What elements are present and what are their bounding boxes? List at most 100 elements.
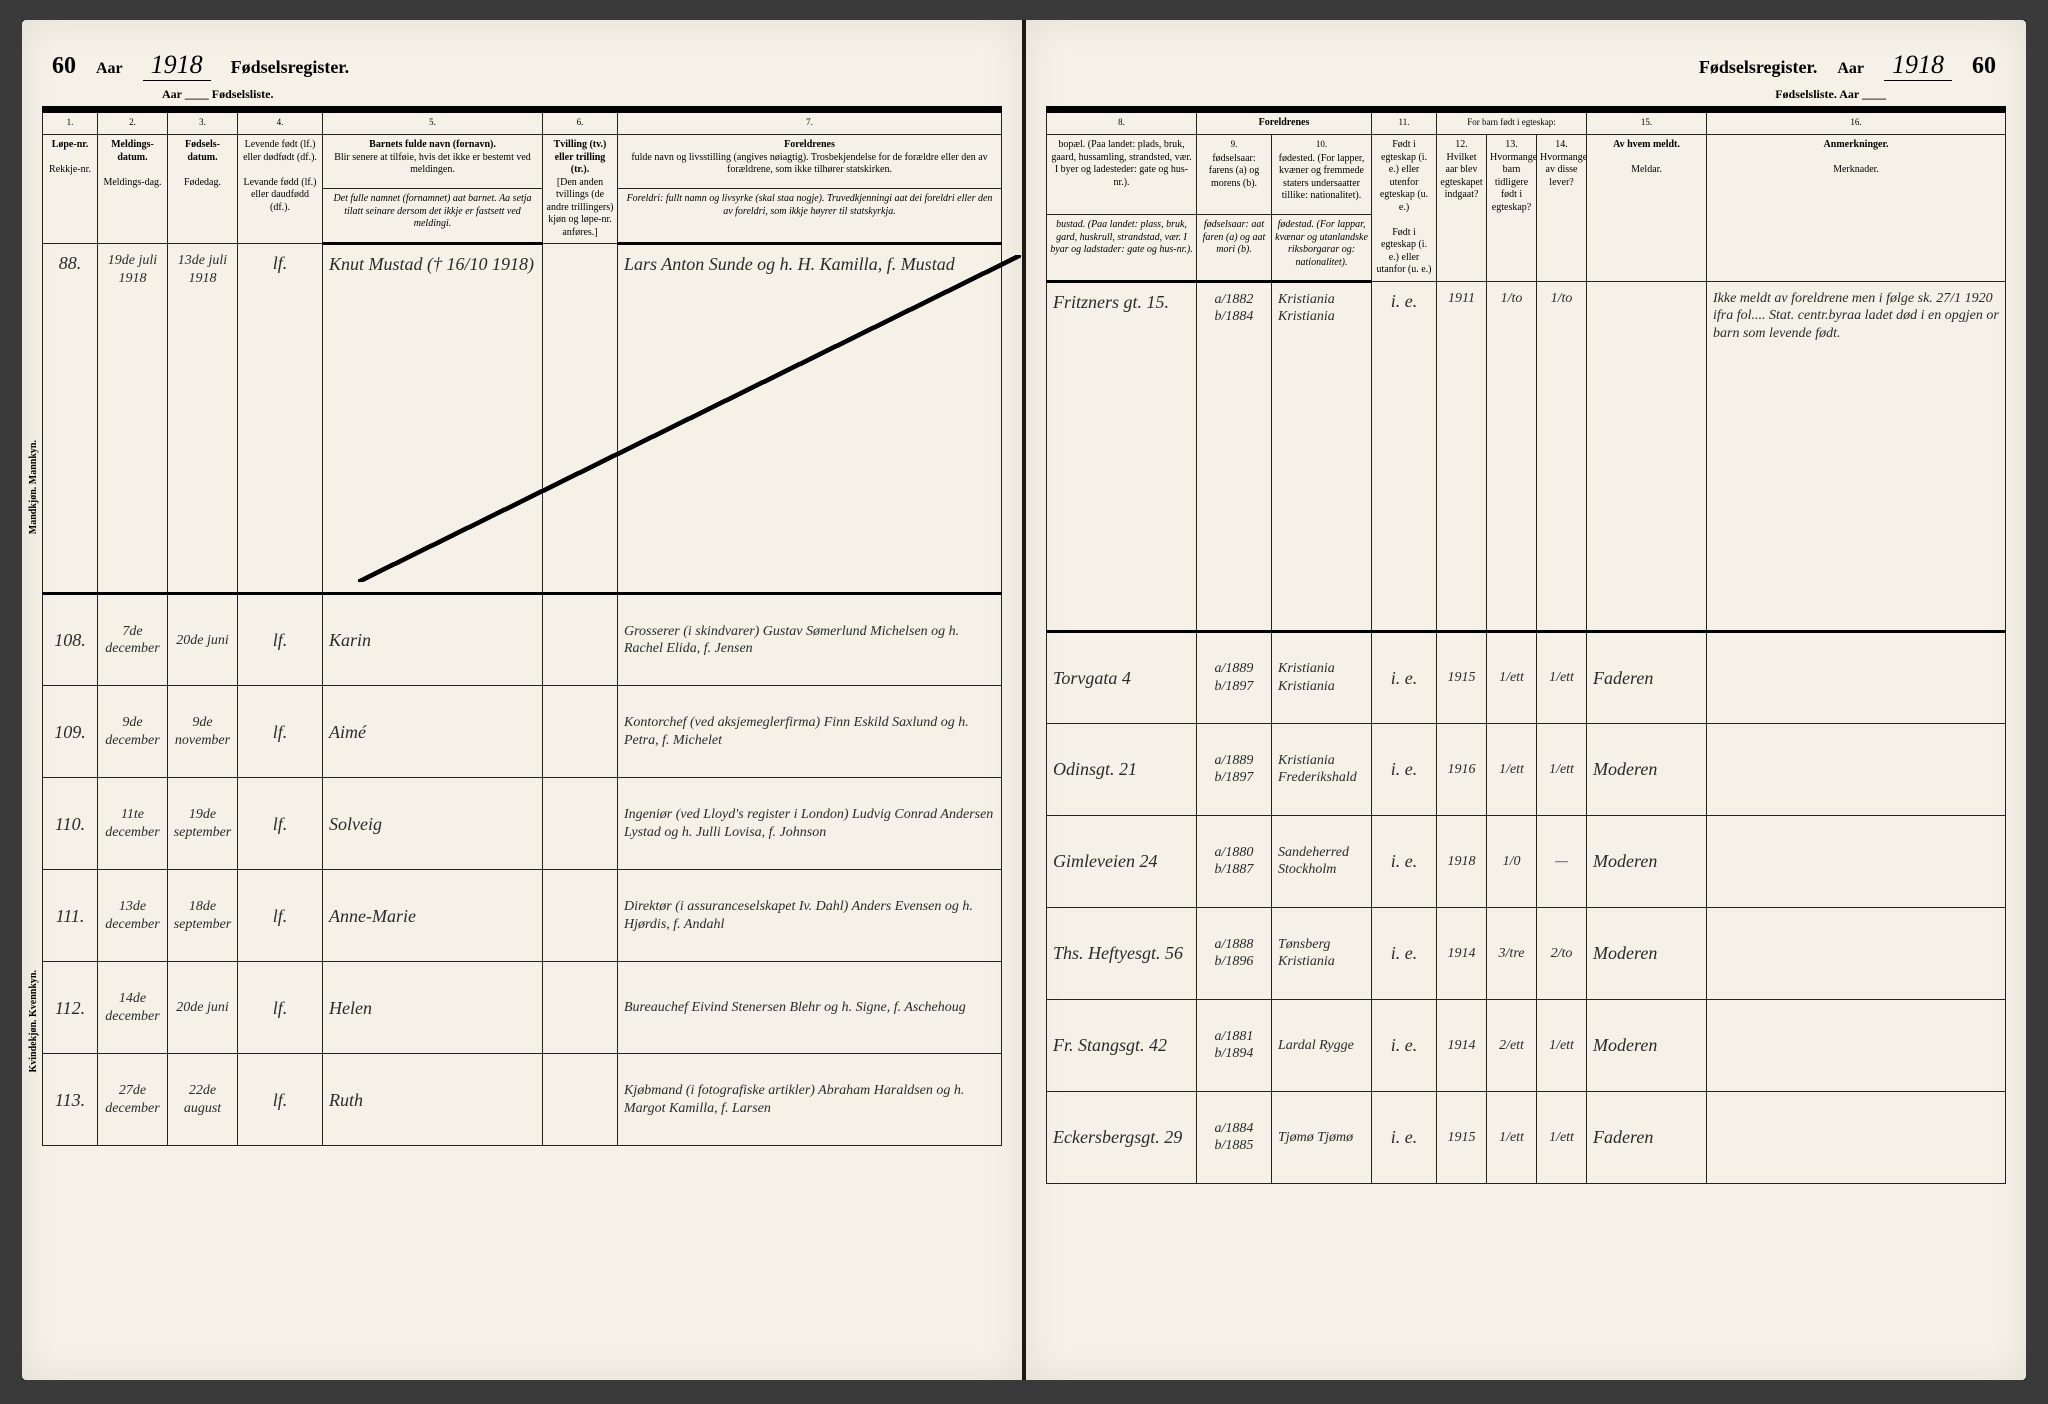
c15-num: 15. — [1590, 117, 1703, 128]
sted: Tønsberg Kristiania — [1272, 907, 1372, 999]
row-111: 111. 13de december 18de september lf. An… — [43, 870, 1002, 962]
lf: lf. — [238, 686, 323, 778]
row-112: 112. 14de december 20de juni lf. Helen B… — [43, 962, 1002, 1054]
c10-main: fødested. (For lapper, kvæner og fremmed… — [1279, 153, 1365, 202]
navn: Solveig — [323, 778, 543, 870]
navn: Aimé — [323, 686, 543, 778]
meldt: Faderen — [1587, 1091, 1707, 1183]
c11-sub: Født i egteskap (i. e.) eller utanfor (u… — [1377, 227, 1432, 276]
ie: i. e. — [1372, 815, 1437, 907]
anm — [1707, 723, 2006, 815]
nr: 110. — [43, 778, 98, 870]
male-label: Mandkjøn. Mannkyn. — [28, 440, 39, 534]
c6-main: Tvilling (tv.) eller trilling (tr.). — [554, 139, 607, 175]
lf: lf. — [238, 870, 323, 962]
c14v: 1/ett — [1537, 999, 1587, 1091]
c5-main: Barnets fulde navn (fornavn). — [369, 139, 496, 150]
sted: Kristiania Kristiania — [1272, 281, 1372, 631]
c7-sub: Foreldri: fullt namn og livsyrke (skal s… — [627, 193, 993, 217]
c14v: 1/ett — [1537, 723, 1587, 815]
c13v: 3/tre — [1487, 907, 1537, 999]
row-108-r: Torvgata 4 a/1889 b/1897 Kristiania Kris… — [1047, 631, 2006, 723]
bopel: Eckersbergsgt. 29 — [1047, 1091, 1197, 1183]
bopel: Odinsgt. 21 — [1047, 723, 1197, 815]
c2-num: 2. — [101, 117, 164, 128]
row-111-r: Ths. Heftyesgt. 56 a/1888 b/1896 Tønsber… — [1047, 907, 2006, 999]
right-header: Fødselsregister. Aar 1918 60 — [1046, 50, 2006, 81]
ie: i. e. — [1372, 281, 1437, 631]
bopel: Torvgata 4 — [1047, 631, 1197, 723]
anm — [1707, 815, 2006, 907]
foreldre: Kontorchef (ved aksjemeglerfirma) Finn E… — [618, 686, 1002, 778]
nr: 112. — [43, 962, 98, 1054]
ie: i. e. — [1372, 723, 1437, 815]
anm — [1707, 907, 2006, 999]
nr: 88. — [43, 244, 98, 594]
aar: a/1884 b/1885 — [1197, 1091, 1272, 1183]
page-number-left: 60 — [52, 53, 76, 80]
foreldre: Lars Anton Sunde og h. H. Kamilla, f. Mu… — [618, 244, 1002, 594]
anm — [1707, 1091, 2006, 1183]
tv — [543, 686, 618, 778]
fod: 22de august — [168, 1054, 238, 1146]
left-tbody: 88. 19de juli 1918 13de juli 1918 lf. Kn… — [43, 244, 1002, 1146]
c15-main: Av hvem meldt. — [1613, 139, 1680, 150]
aar: a/1889 b/1897 — [1197, 723, 1272, 815]
lf: lf. — [238, 778, 323, 870]
c5-l2: Blir senere at tilføie, hvis det ikke er… — [334, 152, 531, 176]
ie: i. e. — [1372, 631, 1437, 723]
c9-sub: fødselsaar: aat faren (a) og aat mori (b… — [1203, 219, 1266, 255]
left-page: Mandkjøn. Mannkyn. Kvindekjøn. Kvennkyn.… — [22, 20, 1022, 1380]
c14v: 2/to — [1537, 907, 1587, 999]
meldt: Faderen — [1587, 631, 1707, 723]
meld: 19de juli 1918 — [98, 244, 168, 594]
c13v: 1/ett — [1487, 1091, 1537, 1183]
c8-sub: bustad. (Paa landet: plass, bruk, gard, … — [1050, 219, 1193, 255]
foreldre: Ingeniør (ved Lloyd's register i London)… — [618, 778, 1002, 870]
egt: 1918 — [1437, 815, 1487, 907]
egt: 1911 — [1437, 281, 1487, 631]
c7-num: 7. — [621, 117, 998, 128]
c16-main: Anmerkninger. — [1824, 139, 1889, 150]
c14v: 1/ett — [1537, 631, 1587, 723]
c13: 13. Hvormange barn tidligere født i egte… — [1490, 139, 1537, 213]
aar-label: Aar — [96, 60, 123, 78]
c13v: 2/ett — [1487, 999, 1537, 1091]
egt: 1914 — [1437, 907, 1487, 999]
foreldre: Direktør (i assuranceselskapet Iv. Dahl)… — [618, 870, 1002, 962]
c15-sub: Meldar. — [1631, 164, 1662, 175]
row-109: 109. 9de december 9de november lf. Aimé … — [43, 686, 1002, 778]
tv — [543, 594, 618, 686]
foreldrenes-group: Foreldrenes — [1259, 117, 1310, 128]
aar: a/1882 b/1884 — [1197, 281, 1272, 631]
aar-label-r: Aar — [1837, 60, 1864, 78]
register-table-left: 1. 2. 3. 4. 5. 6. 7. Løpe-nr.Rekkje-nr. … — [42, 110, 1002, 1146]
nr: 109. — [43, 686, 98, 778]
nr: 108. — [43, 594, 98, 686]
tv — [543, 1054, 618, 1146]
c14v: 1/ett — [1537, 1091, 1587, 1183]
c6-num: 6. — [546, 117, 614, 128]
c14: 14. Hvormange av disse lever? — [1540, 139, 1587, 188]
fod: 13de juli 1918 — [168, 244, 238, 594]
sted: Sandeherred Stockholm — [1272, 815, 1372, 907]
c5-num: 5. — [326, 117, 539, 128]
year-handwritten: 1918 — [143, 50, 211, 81]
bopel: Gimleveien 24 — [1047, 815, 1197, 907]
c7-main: Foreldrenes — [784, 139, 835, 150]
ie: i. e. — [1372, 1091, 1437, 1183]
c13v: 1/0 — [1487, 815, 1537, 907]
bopel: Ths. Heftyesgt. 56 — [1047, 907, 1197, 999]
c1-sub: Rekkje-nr. — [49, 164, 91, 175]
navn: Anne-Marie — [323, 870, 543, 962]
foreldre: Kjøbmand (i fotografiske artikler) Abrah… — [618, 1054, 1002, 1146]
nr: 113. — [43, 1054, 98, 1146]
c9-main: fødselsaar: farens (a) og morens (b). — [1209, 153, 1260, 189]
female-label: Kvindekjøn. Kvennkyn. — [28, 970, 39, 1073]
aar: a/1889 b/1897 — [1197, 631, 1272, 723]
bopel: Fr. Stangsgt. 42 — [1047, 999, 1197, 1091]
egt: 1915 — [1437, 1091, 1487, 1183]
c8-main: bopæl. (Paa landet: plads, bruk, gaard, … — [1051, 139, 1191, 188]
sted: Lardal Rygge — [1272, 999, 1372, 1091]
meldt: Moderen — [1587, 907, 1707, 999]
